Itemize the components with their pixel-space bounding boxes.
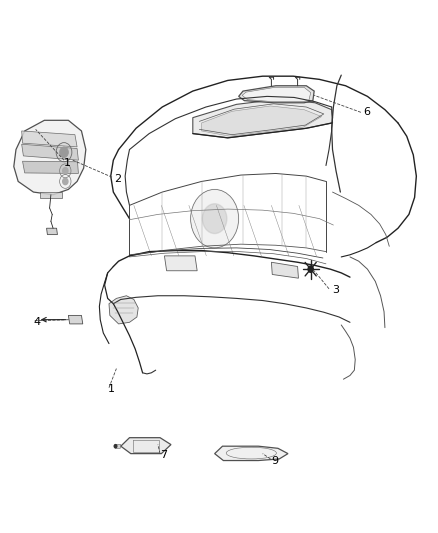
Polygon shape — [21, 144, 78, 160]
Polygon shape — [239, 86, 314, 103]
Text: 1: 1 — [108, 384, 115, 394]
Text: 9: 9 — [272, 456, 279, 465]
Circle shape — [63, 178, 68, 184]
Circle shape — [191, 189, 239, 248]
Polygon shape — [22, 161, 78, 173]
Polygon shape — [68, 316, 83, 324]
Polygon shape — [115, 445, 121, 448]
Polygon shape — [109, 296, 138, 324]
Polygon shape — [201, 106, 321, 136]
Text: 2: 2 — [114, 174, 121, 184]
Polygon shape — [215, 446, 288, 461]
Polygon shape — [242, 87, 311, 102]
Polygon shape — [121, 438, 171, 454]
Polygon shape — [193, 99, 332, 138]
Circle shape — [60, 147, 68, 158]
Polygon shape — [40, 192, 62, 198]
Polygon shape — [21, 131, 77, 147]
Polygon shape — [14, 120, 86, 195]
Text: 3: 3 — [332, 286, 339, 295]
Circle shape — [308, 266, 313, 272]
Circle shape — [114, 445, 117, 448]
Polygon shape — [164, 256, 197, 271]
Circle shape — [63, 167, 68, 174]
Polygon shape — [46, 228, 57, 235]
Polygon shape — [272, 262, 298, 278]
Text: 1: 1 — [64, 158, 71, 168]
Text: 6: 6 — [363, 107, 370, 117]
Circle shape — [202, 204, 227, 233]
Text: 7: 7 — [160, 450, 167, 460]
Text: 4: 4 — [33, 317, 41, 327]
